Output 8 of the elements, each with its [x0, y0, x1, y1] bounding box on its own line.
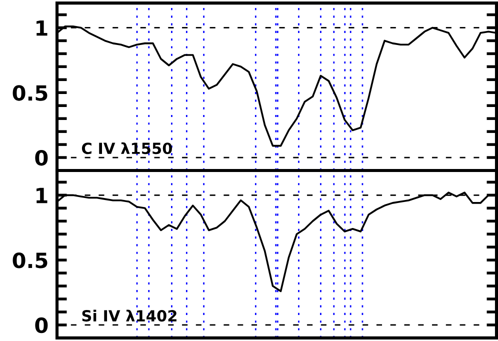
y-tick-label: 1 [36, 20, 48, 36]
annotation: Si IV λ1402 [82, 310, 176, 322]
y-tick-label: 0 [35, 150, 48, 166]
y-tick-label: 0.5 [12, 85, 48, 101]
y-tick-label: 0 [35, 317, 48, 334]
y-tick-label: 1 [36, 188, 48, 204]
y-tick-label: 0.5 [12, 252, 48, 268]
annotation: C IV λ1550 [82, 142, 172, 154]
